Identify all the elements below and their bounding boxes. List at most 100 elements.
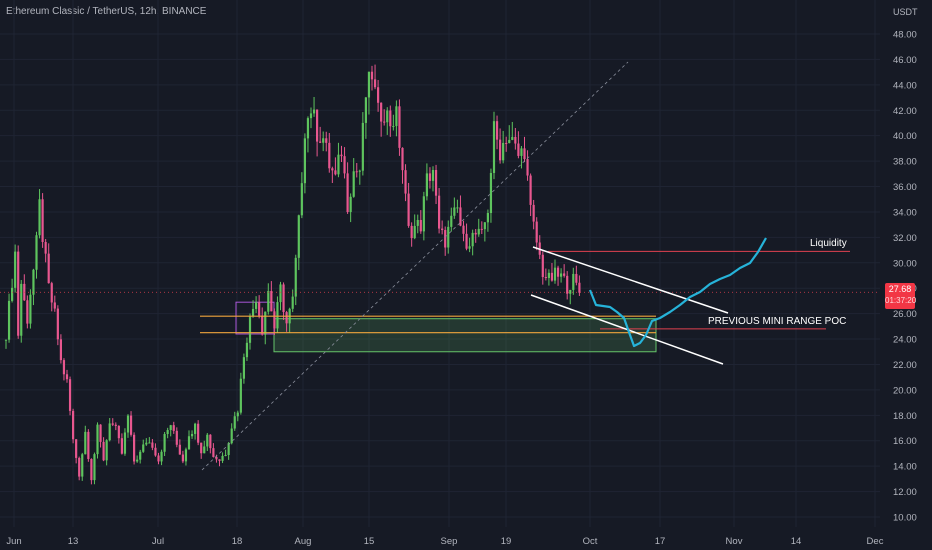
candle-body [117,425,120,439]
candle-body [285,312,288,324]
candle-body [255,302,258,309]
zones [235,301,657,353]
candle-body [316,109,319,142]
candle-body [90,458,93,481]
candle-body [163,434,166,452]
candle-body [108,423,111,441]
y-tick-label: 30.00 [893,258,917,269]
candle-body [529,175,532,205]
candle-body [142,444,145,452]
candle-body [483,222,486,230]
candle-body [68,379,72,411]
candle-body [550,272,554,281]
candle-body [273,311,276,329]
channel-upper-line [532,246,729,314]
candle-body [312,109,316,114]
candle-body [151,442,154,448]
y-tick-label: 22.00 [893,360,917,371]
candle-body [502,142,505,161]
y-tick-label: 18.00 [893,411,917,422]
candle-body [32,269,35,295]
chart-header-title: Ethereum Classic / TetherUS, 12h, BINANC… [6,6,207,17]
candle-body [81,454,84,477]
candle-body [407,193,410,226]
candle-body [447,226,450,248]
x-tick-label: Jul [152,536,164,547]
candle-body [41,199,44,242]
candle-body [105,440,108,461]
candle-body [294,257,297,297]
candle-body [17,251,20,336]
candle-body [4,339,8,341]
candle-body [242,357,245,379]
candle-body [87,431,90,459]
candle-body [44,241,47,254]
grid [0,0,880,527]
candle-body [224,454,227,456]
candle-body [334,170,337,175]
candle-body [126,415,130,433]
candle-body [96,424,99,455]
candle-body [563,273,566,276]
candle-body [200,442,203,454]
candle-body [309,113,313,119]
last-price-value: 27.68 [888,284,912,294]
candle-body [456,207,459,209]
candle-body [206,434,209,447]
candle-body [78,457,81,477]
candle-body [166,430,169,435]
candle-body [56,308,59,340]
candle-body [373,79,377,88]
x-tick-label: Nov [726,536,743,547]
candle-body [514,136,517,144]
candle-body [120,438,123,454]
candle-body [291,296,294,309]
candle-body [337,154,340,175]
candle-body [264,311,267,335]
candle-body [416,219,419,226]
x-tick-label: 19 [501,536,512,547]
candle-body [438,195,441,229]
candle-body [212,448,215,457]
axis-unit: USDT [893,7,918,17]
candle-body [270,290,273,312]
x-tick-label: Aug [295,536,312,547]
candle-body [505,142,508,144]
x-tick-label: 15 [364,536,375,547]
candle-body [99,424,102,442]
candle-body [352,171,355,197]
candle-body [75,439,78,458]
candle-body [102,441,105,461]
candle-body [181,454,184,462]
candle-body [441,228,444,231]
candle-body [331,168,334,171]
candle-body [194,423,197,434]
candle-body [300,183,303,216]
candle-body [190,433,194,437]
candle-body [544,277,547,279]
candle-body [160,451,163,462]
candle-body [14,251,17,288]
candle-body [474,232,477,235]
candle-body [422,196,425,232]
candle-body [187,436,191,450]
candle-body [154,447,157,456]
candle-body [495,121,499,140]
candle-body [468,246,471,249]
y-tick-label: 10.00 [893,513,917,524]
x-tick-label: 18 [232,536,243,547]
candle-body [401,147,404,171]
candle-body [392,126,395,128]
candle-body [136,459,139,462]
candle-body [389,110,392,127]
poc-label: PREVIOUS MINI RANGE POC [708,316,846,327]
candle-body [541,254,544,278]
candle-body [175,430,178,445]
y-tick-label: 14.00 [893,462,917,473]
candle-body [569,289,572,294]
candle-body [62,360,66,375]
candle-body [413,225,416,239]
x-tick-label: Dec [867,536,884,547]
candle-body [508,139,511,144]
